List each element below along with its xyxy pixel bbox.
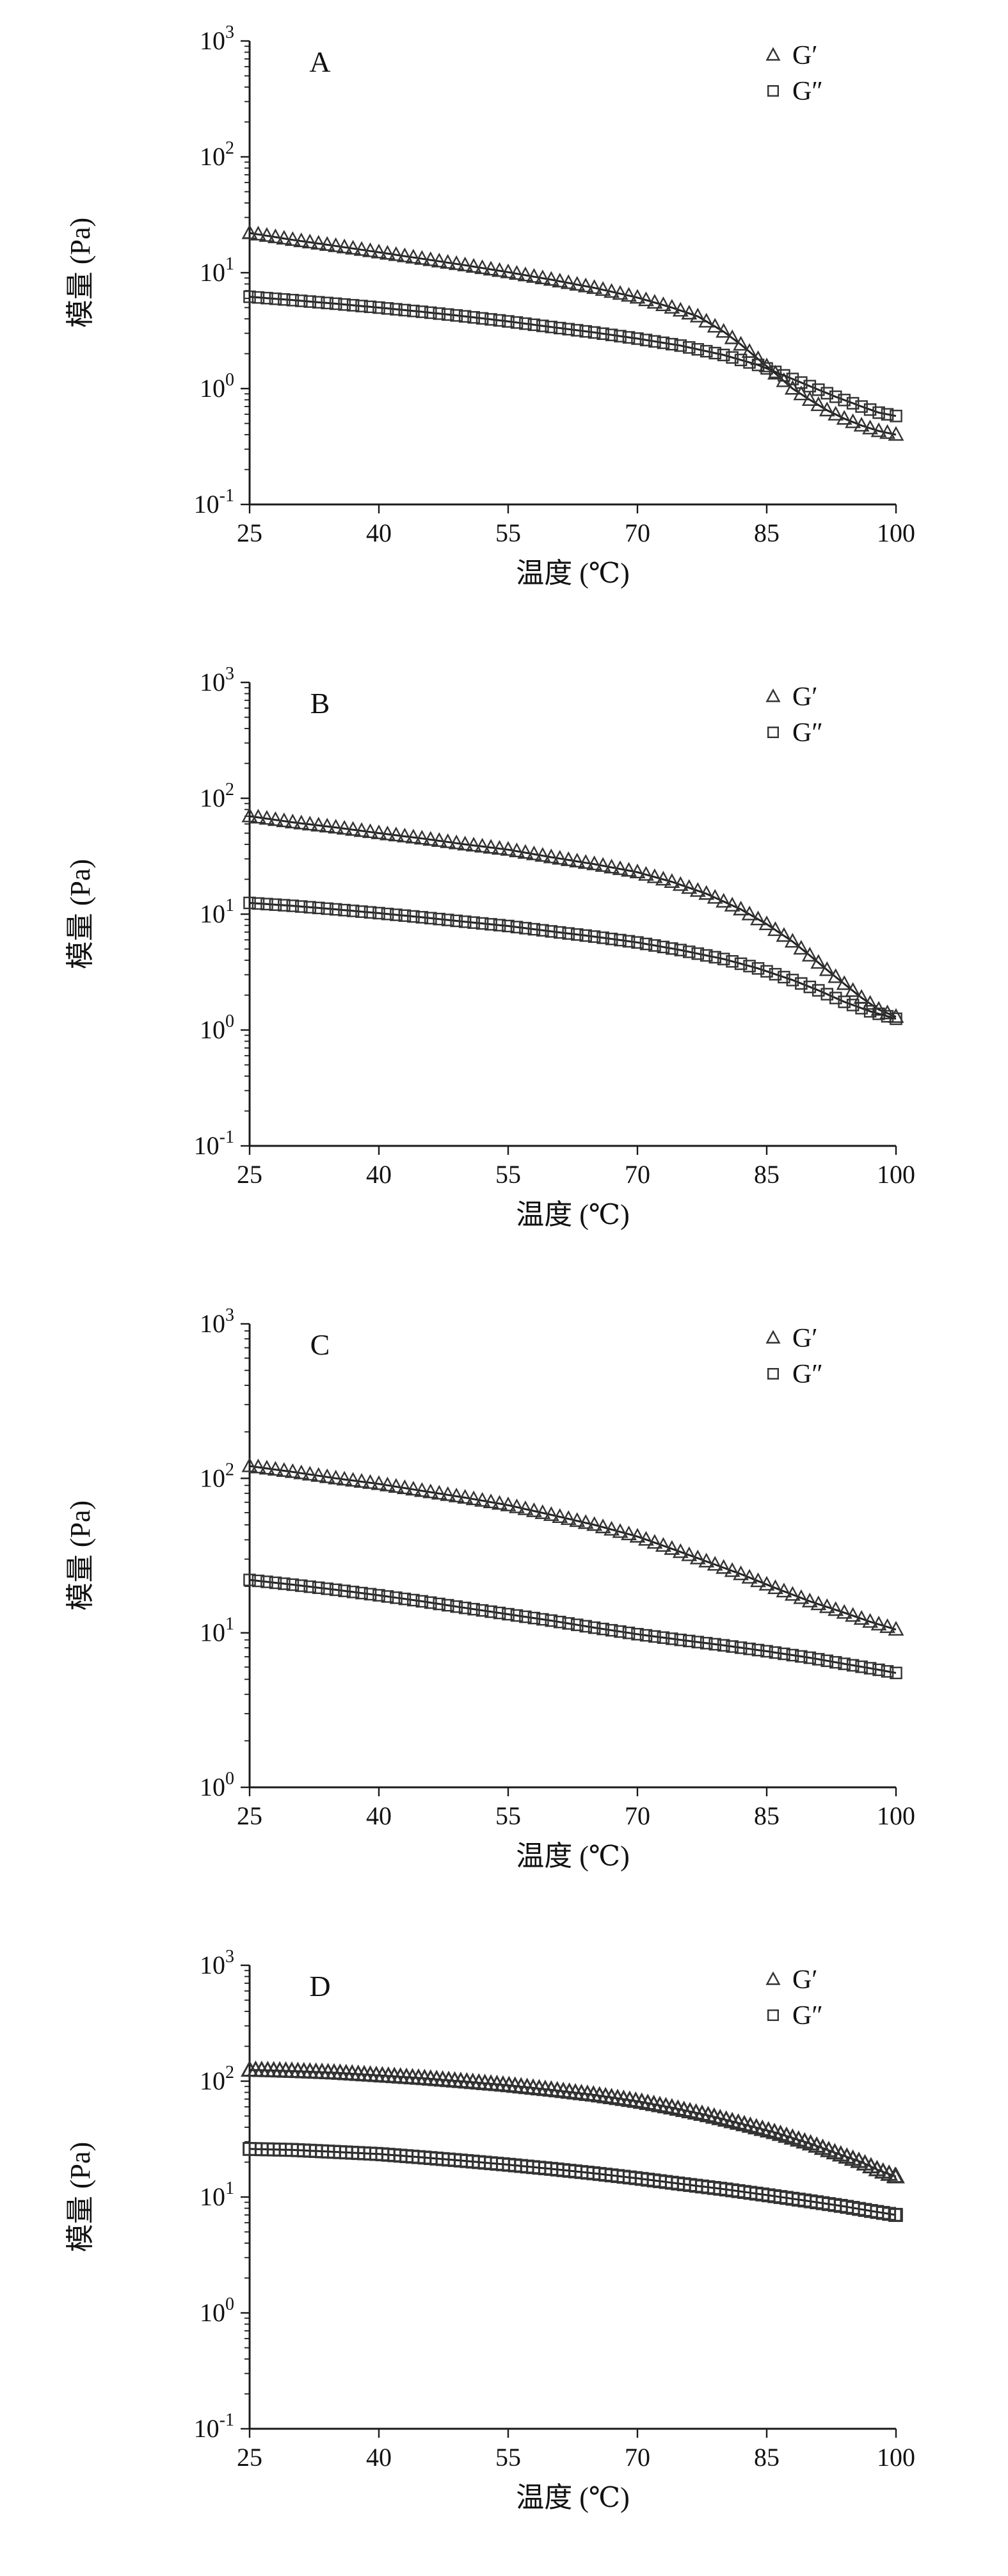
chart-panel-D: 25 40 55 70 85 100 10-1 100 101 102 103 温度 (℃) 模量 (P… <box>26 1935 1008 2566</box>
series-g-double-prime <box>243 896 902 1026</box>
x-tick-label: 25 <box>237 1801 262 1830</box>
y-tick-label: 100 <box>200 2294 234 2327</box>
x-axis-title: 温度 (℃) <box>516 1840 630 1872</box>
y-tick-label: 10-1 <box>194 486 234 519</box>
axes <box>248 41 896 506</box>
y-tick-label: 103 <box>200 1305 234 1338</box>
series-g-double-prime <box>243 1574 902 1680</box>
x-tick-label: 55 <box>495 519 521 547</box>
x-tick-label: 40 <box>366 2443 392 2472</box>
y-tick-label: 100 <box>200 370 234 403</box>
panel-letter: A <box>309 45 330 78</box>
chart-panel-A: 25 40 55 70 85 100 10-1 100 101 102 103 温度 (℃) 模量 (P… <box>26 10 1008 641</box>
x-axis: 25 40 55 70 85 100 <box>237 1146 915 1189</box>
panel-letter: D <box>309 1970 330 2002</box>
legend-label: G′ <box>792 682 818 712</box>
legend: G′ G″ <box>765 1965 823 2031</box>
x-tick-label: 40 <box>366 1801 392 1830</box>
x-axis-title: 温度 (℃) <box>516 1199 630 1230</box>
y-tick-label: 101 <box>200 254 234 287</box>
x-tick-label: 100 <box>877 1160 915 1189</box>
chart-panel-C: 25 40 55 70 85 100 100 101 102 103 温度 (℃) 模量 (Pa) C G… <box>26 1293 1008 1924</box>
legend-label: G″ <box>792 77 823 106</box>
legend-label: G″ <box>792 2001 823 2031</box>
panel-letter: B <box>310 687 330 720</box>
chart-A: 25 40 55 70 85 100 10-1 100 101 102 103 温度 (℃) 模量 (P… <box>65 22 915 589</box>
x-tick-label: 25 <box>237 1160 262 1189</box>
y-tick-label: 103 <box>200 664 234 696</box>
x-tick-label: 85 <box>754 1801 780 1830</box>
series-g-double-prime <box>243 2142 903 2222</box>
x-tick-label: 25 <box>237 519 262 547</box>
x-axis-title: 温度 (℃) <box>516 2482 630 2513</box>
y-tick-label: 101 <box>200 2178 234 2211</box>
axes <box>248 1324 896 1789</box>
chart-D: 25 40 55 70 85 100 10-1 100 101 102 103 温度 (℃) 模量 (P… <box>65 1947 915 2513</box>
x-axis: 25 40 55 70 85 100 <box>237 504 915 547</box>
x-tick-label: 85 <box>754 2443 780 2472</box>
y-axis: 10-1 100 101 102 103 <box>194 664 250 1160</box>
chart-panel-B: 25 40 55 70 85 100 10-1 100 101 102 103 温度 (℃) 模量 (P… <box>26 652 1008 1283</box>
x-axis-title: 温度 (℃) <box>516 558 630 589</box>
y-tick-label: 100 <box>200 1011 234 1044</box>
x-tick-label: 100 <box>877 519 915 547</box>
x-tick-label: 70 <box>625 519 650 547</box>
legend-label: G″ <box>792 1360 823 1389</box>
series-g-prime <box>241 1457 904 1636</box>
y-tick-label: 102 <box>200 2063 234 2095</box>
axes <box>248 682 896 1147</box>
y-tick-label: 10-1 <box>194 1127 234 1160</box>
legend: G′ G″ <box>765 1324 823 1389</box>
x-tick-label: 100 <box>877 2443 915 2472</box>
y-tick-label: 101 <box>200 1614 234 1647</box>
x-tick-label: 85 <box>754 1160 780 1189</box>
series-g-double-prime <box>243 290 902 423</box>
x-tick-label: 55 <box>495 2443 521 2472</box>
y-tick-label: 102 <box>200 780 234 812</box>
x-tick-label: 100 <box>877 1801 915 1830</box>
legend-label: G″ <box>792 718 823 748</box>
figure-stack: 25 40 55 70 85 100 10-1 100 101 102 103 温度 (℃) 模量 (P… <box>0 10 1008 2566</box>
x-tick-label: 25 <box>237 2443 262 2472</box>
legend: G′ G″ <box>765 41 823 106</box>
y-tick-label: 103 <box>200 22 234 55</box>
y-tick-label: 101 <box>200 896 234 928</box>
y-axis-title: 模量 (Pa) <box>65 859 96 969</box>
y-axis: 100 101 102 103 <box>200 1305 250 1801</box>
series-g-prime <box>241 224 904 441</box>
y-tick-label: 103 <box>200 1947 234 1979</box>
x-tick-label: 55 <box>495 1801 521 1830</box>
x-axis: 25 40 55 70 85 100 <box>237 2429 915 2472</box>
x-tick-label: 70 <box>625 1160 650 1189</box>
y-axis-title: 模量 (Pa) <box>65 1501 96 1611</box>
x-tick-label: 55 <box>495 1160 521 1189</box>
x-tick-label: 40 <box>366 1160 392 1189</box>
chart-C: 25 40 55 70 85 100 100 101 102 103 温度 (℃) 模量 (Pa) C G… <box>65 1305 915 1872</box>
y-axis: 10-1 100 101 102 103 <box>194 1947 250 2443</box>
y-axis: 10-1 100 101 102 103 <box>194 22 250 519</box>
y-tick-label: 102 <box>200 1460 234 1492</box>
legend-label: G′ <box>792 1965 818 1995</box>
series-g-prime <box>241 2060 905 2184</box>
x-tick-label: 40 <box>366 519 392 547</box>
x-tick-label: 85 <box>754 519 780 547</box>
x-tick-label: 70 <box>625 1801 650 1830</box>
y-tick-label: 10-1 <box>194 2410 234 2443</box>
y-tick-label: 100 <box>200 1769 234 1801</box>
legend-label: G′ <box>792 1324 818 1353</box>
chart-B: 25 40 55 70 85 100 10-1 100 101 102 103 温度 (℃) 模量 (P… <box>65 664 915 1230</box>
legend: G′ G″ <box>765 682 823 748</box>
x-tick-label: 70 <box>625 2443 650 2472</box>
panel-letter: C <box>310 1328 330 1361</box>
legend-label: G′ <box>792 41 818 70</box>
x-axis: 25 40 55 70 85 100 <box>237 1787 915 1830</box>
y-axis-title: 模量 (Pa) <box>65 218 96 328</box>
y-axis-title: 模量 (Pa) <box>65 2142 96 2252</box>
series-g-prime <box>241 807 904 1023</box>
y-tick-label: 102 <box>200 138 234 171</box>
